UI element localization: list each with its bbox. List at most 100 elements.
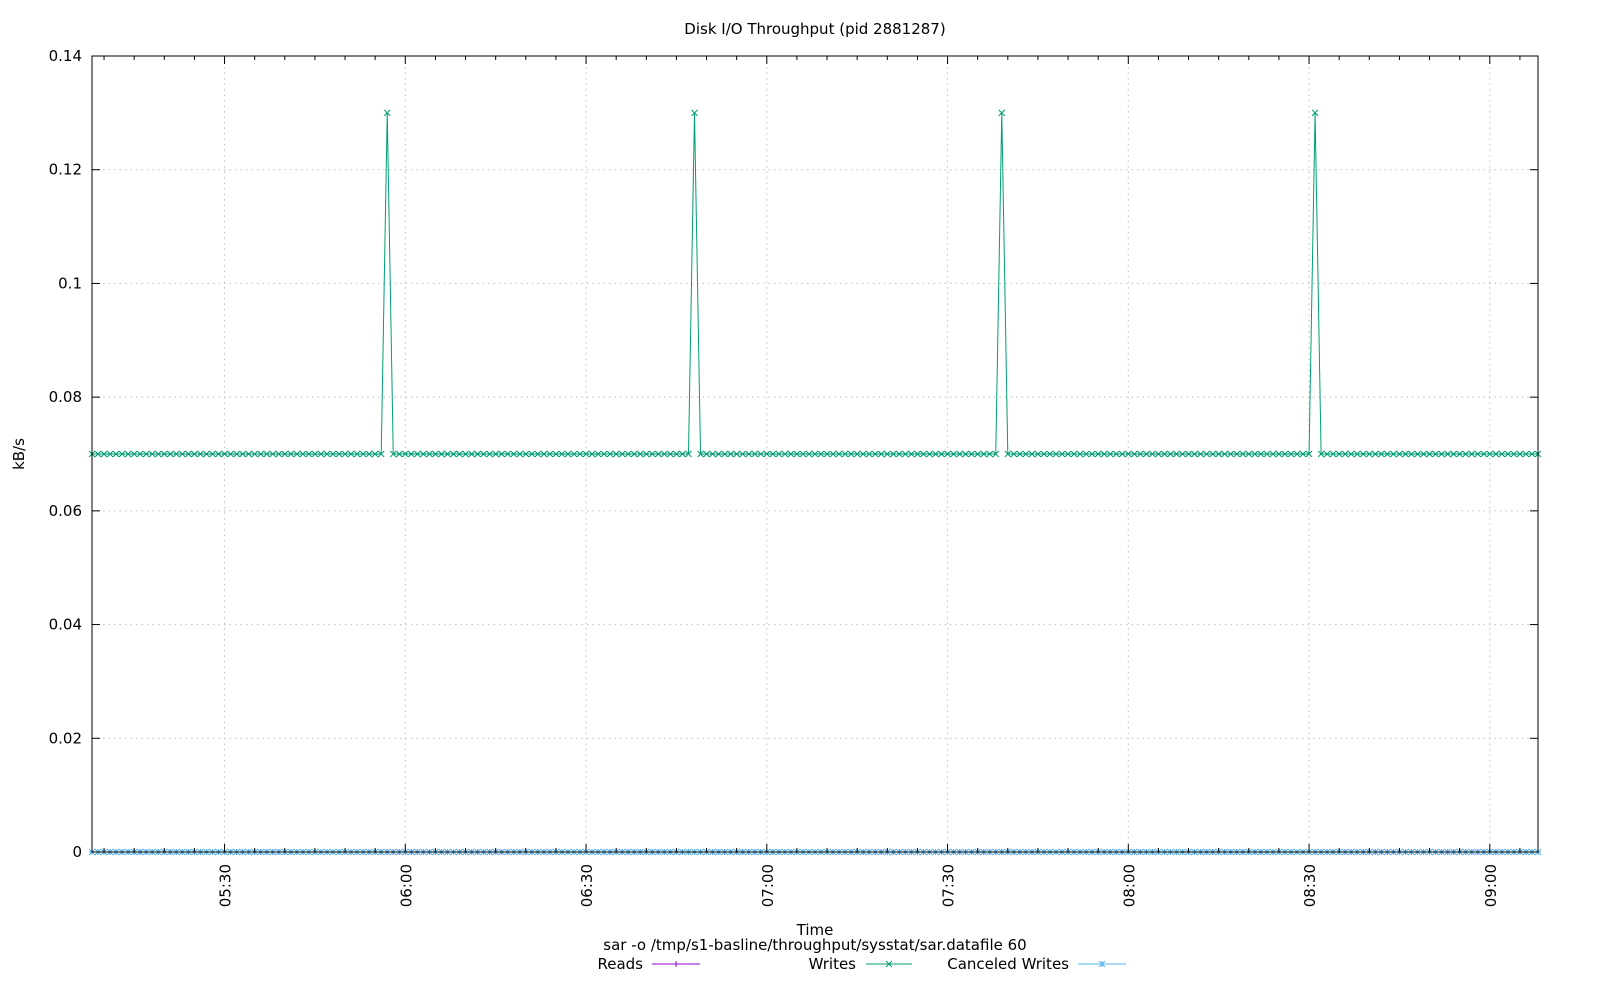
data-point-writes <box>648 450 656 458</box>
series-line-writes <box>92 112 1538 455</box>
data-point-writes <box>1486 450 1494 458</box>
data-point-writes <box>1004 450 1012 458</box>
data-point-writes <box>540 450 548 458</box>
data-point-writes <box>823 450 831 458</box>
data-point-writes <box>950 450 957 458</box>
data-point-writes <box>817 450 825 458</box>
data-point-writes <box>329 450 337 458</box>
y-tick-label: 0 <box>72 843 82 861</box>
data-point-writes <box>1414 450 1421 458</box>
data-point-writes <box>576 450 584 458</box>
x-tick-label: 08:30 <box>1301 864 1319 907</box>
data-point-writes <box>1456 450 1464 458</box>
x-tick-label: 06:00 <box>397 864 415 907</box>
data-point-writes <box>908 450 915 458</box>
data-point-writes <box>269 450 277 458</box>
data-point-writes <box>968 450 976 458</box>
data-point-writes <box>775 450 783 458</box>
x-tick-labels: 05:30 06:00 06:30 07:00 07:30 08:00 08:30 09:00 <box>217 864 1500 907</box>
data-point-writes <box>1251 450 1259 458</box>
data-point-writes <box>227 450 234 458</box>
data-point-writes <box>926 450 933 458</box>
data-point-writes <box>1504 450 1512 458</box>
data-point-writes <box>697 450 704 458</box>
data-point-writes <box>1167 450 1174 458</box>
y-tick-label: 0.08 <box>49 388 82 406</box>
y-tick-labels: 0 0.02 0.04 0.06 0.08 0.1 0.12 0.14 <box>49 47 82 861</box>
data-point-writes <box>763 450 771 458</box>
data-point-writes <box>293 450 301 458</box>
data-point-writes <box>1155 450 1162 458</box>
data-point-writes <box>1100 450 1108 458</box>
data-point-writes <box>636 450 644 458</box>
data-point-writes <box>124 450 132 458</box>
data-point-writes <box>1227 450 1235 458</box>
x-tick-label: 06:30 <box>578 864 596 907</box>
data-point-writes <box>721 450 728 458</box>
data-point-writes <box>829 450 837 458</box>
data-point-writes <box>944 450 951 458</box>
data-point-writes <box>1516 450 1524 458</box>
data-point-writes <box>492 450 500 458</box>
data-point-writes <box>401 450 409 458</box>
data-point-writes <box>1245 450 1253 458</box>
data-point-writes <box>1112 450 1120 458</box>
data-point-writes <box>456 450 463 458</box>
data-point-writes <box>1149 450 1156 458</box>
data-point-writes <box>221 450 228 458</box>
data-point-writes <box>148 450 156 458</box>
data-point-writes <box>691 109 698 117</box>
legend-item-writes: Writes <box>809 955 912 973</box>
data-point-writes <box>769 450 777 458</box>
data-point-writes <box>438 450 445 458</box>
data-point-writes <box>1323 450 1331 458</box>
data-point-writes <box>1408 450 1415 458</box>
data-point-writes <box>377 450 385 458</box>
data-point-writes <box>883 450 891 458</box>
data-point-writes <box>938 450 945 458</box>
data-point-writes <box>1046 450 1054 458</box>
data-point-writes <box>432 450 439 458</box>
data-point-writes <box>709 450 716 458</box>
data-point-writes <box>100 450 108 458</box>
data-point-writes <box>1143 450 1150 458</box>
chart-caption: sar -o /tmp/s1-basline/throughput/syssta… <box>603 936 1026 954</box>
x-axis-label: Time <box>796 921 834 939</box>
data-point-writes <box>1281 450 1289 458</box>
data-point-writes <box>504 450 512 458</box>
data-point-writes <box>371 450 379 458</box>
data-point-writes <box>739 450 747 458</box>
data-point-writes <box>1239 450 1247 458</box>
data-point-writes <box>1480 450 1488 458</box>
data-point-writes <box>395 450 403 458</box>
data-point-writes <box>1522 450 1530 458</box>
data-point-writes <box>1390 450 1397 458</box>
data-point-writes <box>160 450 168 458</box>
data-point-writes <box>263 450 271 458</box>
data-point-writes <box>1076 450 1084 458</box>
data-point-writes <box>793 450 801 458</box>
data-point-writes <box>1371 450 1379 458</box>
data-point-writes <box>618 450 626 458</box>
data-point-writes <box>895 450 903 458</box>
data-point-writes <box>191 450 198 458</box>
data-point-writes <box>1257 450 1265 458</box>
data-point-writes <box>407 450 415 458</box>
data-point-writes <box>365 450 373 458</box>
data-point-writes <box>142 450 150 458</box>
data-point-writes <box>215 450 222 458</box>
plot-border <box>91 55 1539 853</box>
data-point-writes <box>685 450 692 458</box>
data-point-writes <box>185 450 192 458</box>
data-point-writes <box>287 450 295 458</box>
data-point-writes <box>528 450 536 458</box>
data-point-writes <box>1432 450 1439 458</box>
data-point-writes <box>359 450 367 458</box>
data-point-writes <box>667 450 674 458</box>
data-point-writes <box>323 450 331 458</box>
data-point-writes <box>1136 450 1144 458</box>
data-point-writes <box>1510 450 1518 458</box>
data-point-writes <box>1221 450 1229 458</box>
x-tick-label: 07:00 <box>759 864 777 907</box>
data-point-writes <box>233 450 240 458</box>
